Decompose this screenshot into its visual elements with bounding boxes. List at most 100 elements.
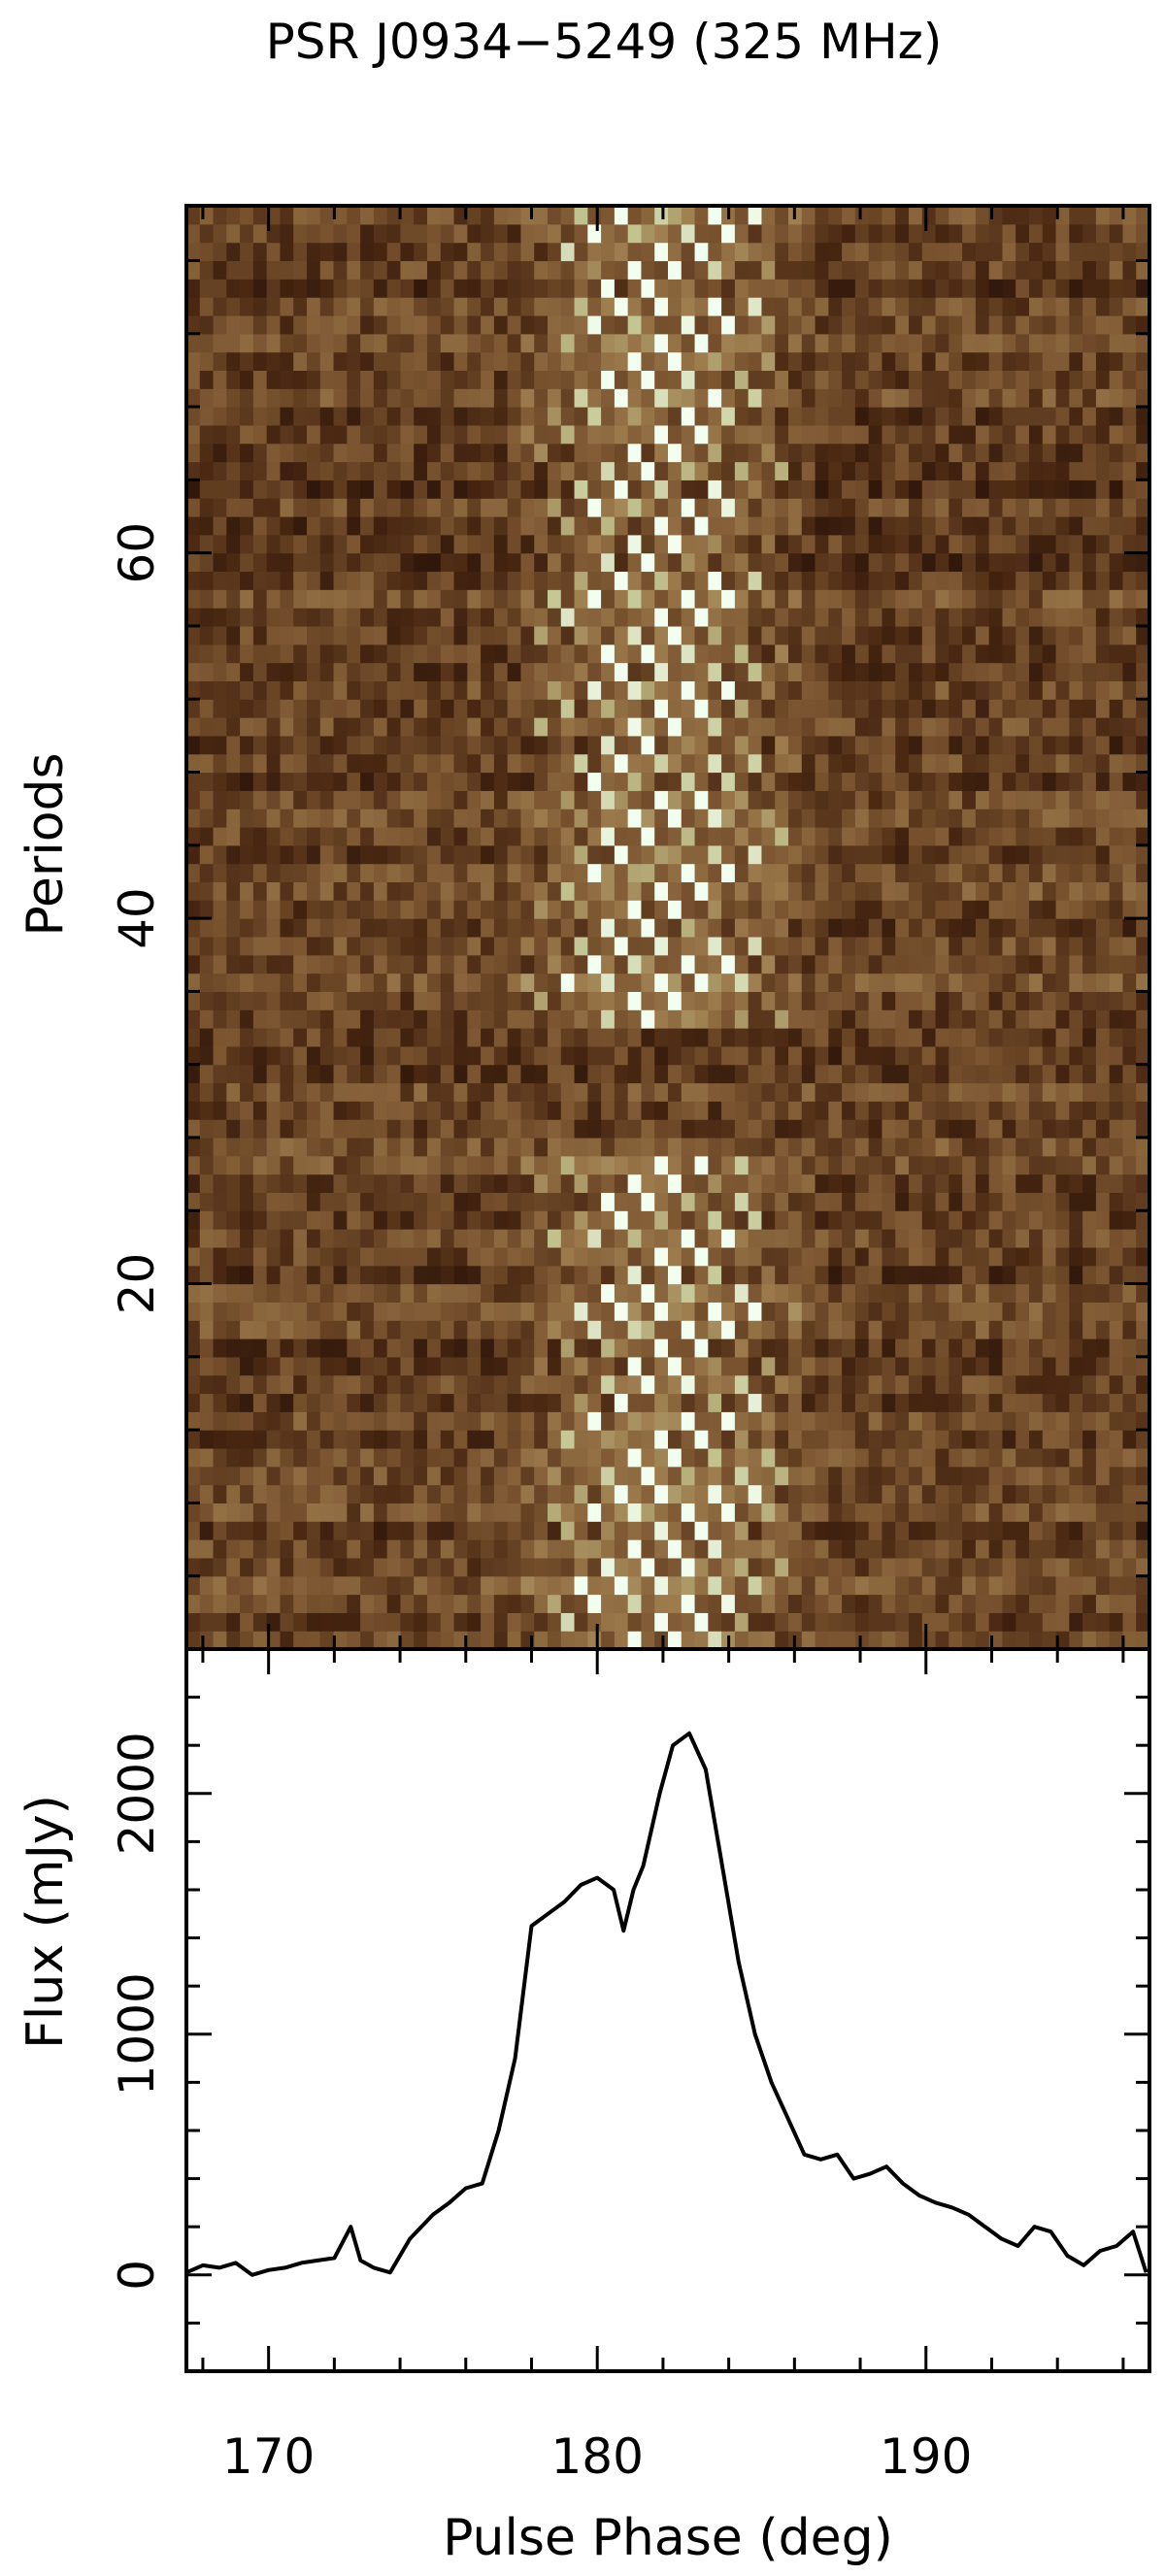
heatmap-cell — [347, 1210, 361, 1230]
heatmap-cell — [909, 1082, 923, 1102]
heatmap-cell — [240, 918, 254, 938]
heatmap-cell — [801, 534, 816, 554]
heatmap-cell — [909, 991, 923, 1010]
heatmap-cell — [400, 1064, 415, 1084]
heatmap-cell — [654, 1594, 669, 1613]
heatmap-cell — [587, 1265, 602, 1285]
heatmap-cell — [199, 1320, 215, 1339]
heatmap-cell — [574, 1539, 588, 1559]
heatmap-cell — [293, 1028, 308, 1047]
heatmap-cell — [199, 1265, 215, 1285]
heatmap-cell — [414, 881, 428, 901]
heatmap-cell — [360, 844, 375, 865]
heatmap-cell — [347, 1173, 361, 1194]
heatmap-cell — [1109, 900, 1124, 919]
heatmap-cell — [842, 973, 856, 992]
heatmap-cell — [587, 589, 602, 609]
heatmap-cell — [949, 753, 963, 774]
heatmap-cell — [520, 753, 535, 774]
heatmap-cell — [815, 717, 829, 737]
heatmap-cell — [842, 1374, 856, 1395]
heatmap-cell — [360, 900, 375, 919]
heatmap-cell — [842, 680, 856, 700]
heatmap-cell — [694, 625, 709, 645]
heatmap-cell — [721, 1411, 736, 1431]
heatmap-cell — [493, 625, 509, 645]
heatmap-cell — [1055, 973, 1070, 992]
heatmap-cell — [775, 552, 789, 573]
heatmap-cell — [694, 918, 709, 938]
heatmap-cell — [734, 1155, 749, 1175]
heatmap-cell — [307, 424, 321, 445]
heatmap-cell — [226, 772, 241, 791]
heatmap-cell — [668, 1631, 682, 1650]
heatmap-cell — [909, 1283, 923, 1303]
heatmap-cell — [319, 753, 335, 774]
heatmap-cell — [453, 1246, 468, 1267]
heatmap-cell — [400, 900, 415, 919]
heatmap-cell — [213, 625, 227, 645]
heatmap-cell — [481, 608, 495, 627]
heatmap-cell — [280, 1557, 294, 1577]
heatmap-cell — [614, 1374, 629, 1395]
heatmap-cell — [734, 1447, 749, 1468]
heatmap-cell — [252, 608, 268, 627]
heatmap-cell — [493, 826, 509, 846]
heatmap-cell — [347, 1411, 361, 1431]
heatmap-cell — [775, 424, 789, 445]
heatmap-cell — [186, 844, 201, 865]
heatmap-cell — [507, 552, 522, 573]
heatmap-cell — [828, 826, 843, 846]
heatmap-cell — [601, 1045, 616, 1066]
heatmap-cell — [574, 1374, 588, 1395]
heatmap-cell — [761, 1229, 776, 1248]
heatmap-cell — [481, 900, 495, 919]
heatmap-cell — [199, 1192, 215, 1211]
heatmap-cell — [1002, 388, 1016, 408]
heatmap-cell — [319, 552, 335, 573]
heatmap-cell — [1095, 1283, 1111, 1303]
heatmap-cell — [1069, 1283, 1083, 1303]
heatmap-cell — [1042, 1137, 1057, 1157]
heatmap-cell — [252, 1411, 268, 1431]
heatmap-cell — [252, 1082, 268, 1102]
heatmap-cell — [400, 1356, 415, 1376]
heatmap-cell — [560, 717, 576, 737]
heatmap-cell — [386, 1447, 402, 1468]
heatmap-cell — [1095, 1064, 1111, 1084]
heatmap-cell — [440, 1594, 455, 1613]
heatmap-cell — [761, 1594, 776, 1613]
heatmap-cell — [400, 534, 415, 554]
heatmap-cell — [467, 662, 482, 681]
heatmap-cell — [761, 772, 776, 791]
heatmap-cell — [467, 644, 482, 664]
heatmap-cell — [868, 443, 883, 463]
heatmap-cell — [815, 1631, 829, 1650]
heatmap-cell — [266, 826, 282, 846]
heatmap-cell — [400, 1246, 415, 1267]
heatmap-cell — [548, 844, 562, 865]
heatmap-cell — [975, 407, 990, 426]
heatmap-cell — [1095, 1612, 1111, 1632]
heatmap-cell — [319, 936, 335, 956]
heatmap-cell — [734, 515, 749, 536]
heatmap-cell — [962, 424, 977, 445]
heatmap-cell — [587, 1447, 602, 1468]
heatmap-cell — [828, 1283, 843, 1303]
heatmap-cell — [854, 1521, 870, 1540]
heatmap-cell — [467, 1320, 482, 1339]
heatmap-cell — [1015, 479, 1030, 499]
heatmap-cell — [347, 1356, 361, 1376]
heatmap-cell — [921, 1137, 937, 1157]
heatmap-cell — [694, 1484, 709, 1504]
heatmap-cell — [199, 1302, 215, 1321]
heatmap-cell — [414, 644, 428, 664]
heatmap-cell — [627, 498, 643, 517]
heatmap-cell — [414, 717, 428, 737]
heatmap-cell — [373, 1521, 388, 1540]
heatmap-cell — [1069, 1155, 1083, 1175]
heatmap-cell — [1069, 1503, 1083, 1522]
heatmap-cell — [534, 1447, 549, 1468]
heatmap-cell — [186, 1101, 201, 1120]
heatmap-cell — [427, 1229, 442, 1248]
